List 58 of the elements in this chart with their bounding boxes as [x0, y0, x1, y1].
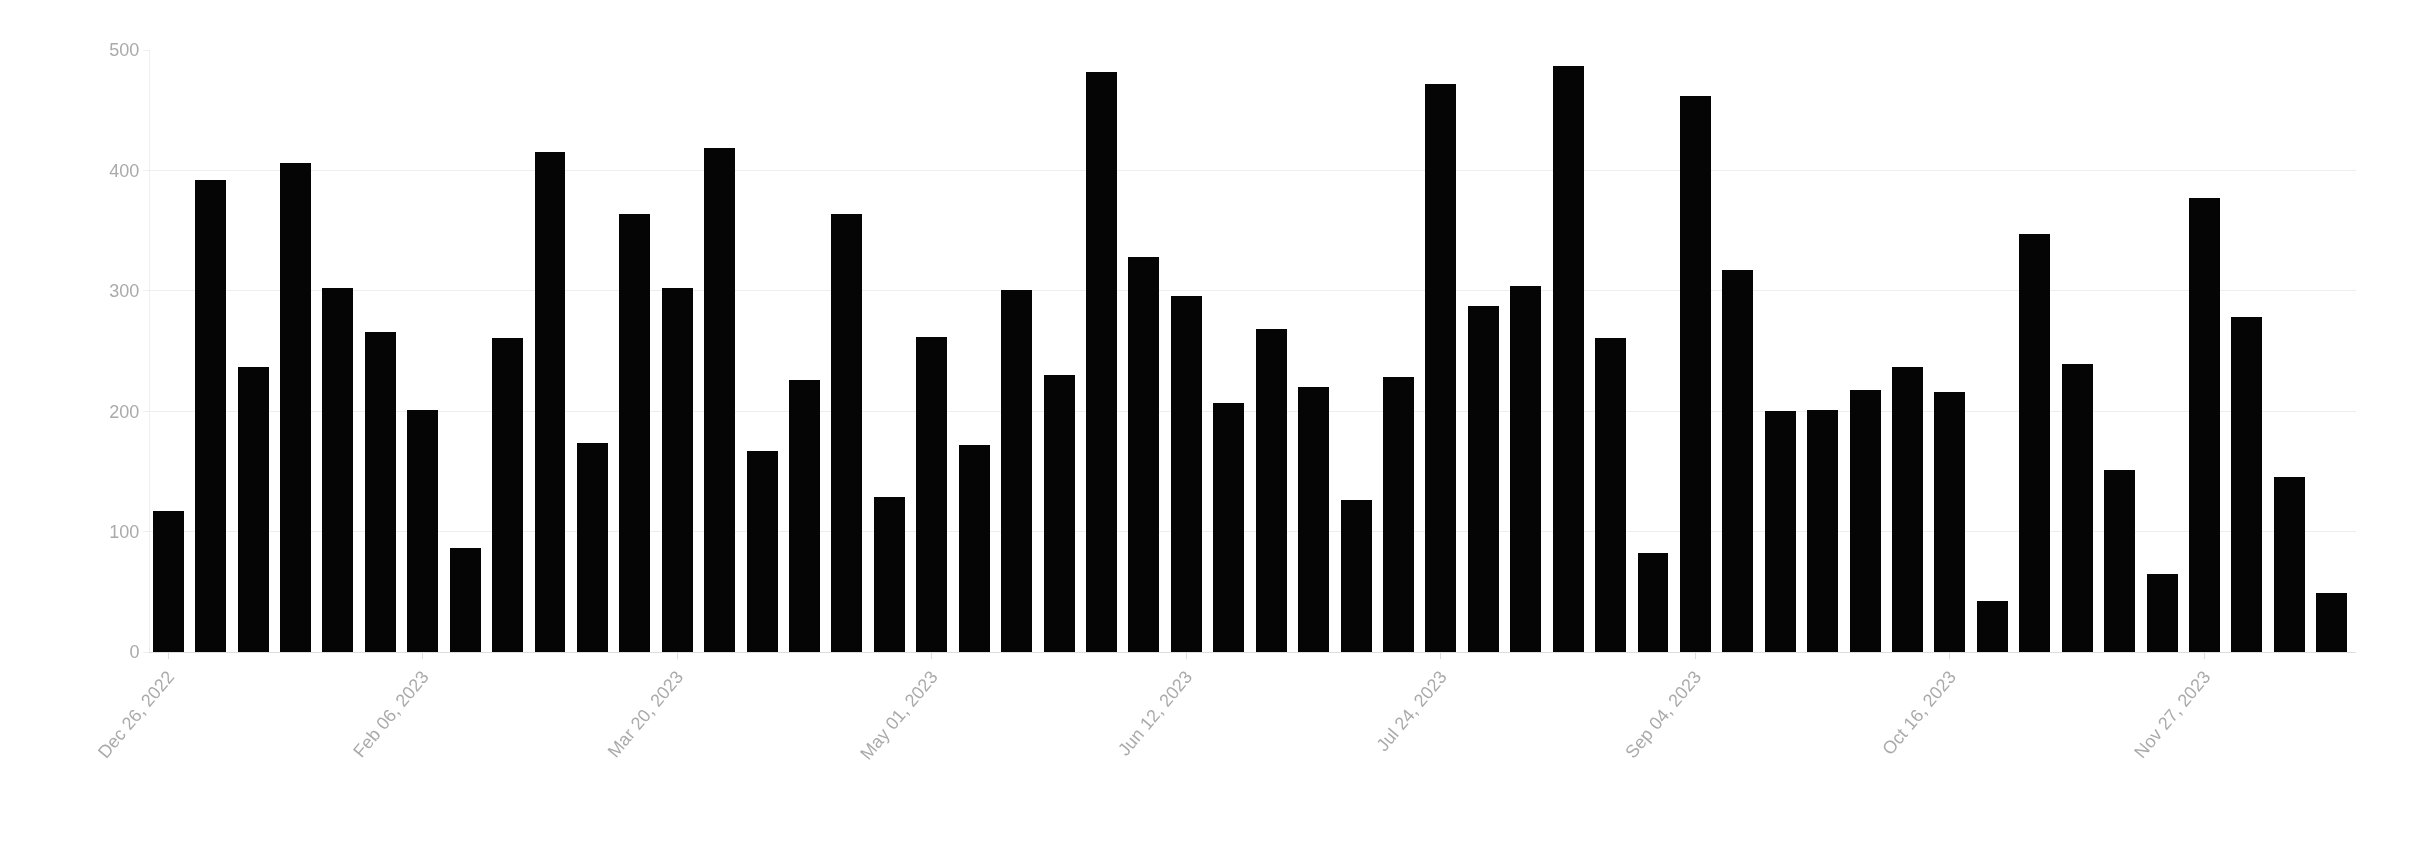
- bar: [2062, 364, 2093, 652]
- bar: [662, 288, 693, 652]
- bar: [238, 367, 269, 652]
- y-tick-label: 0: [129, 642, 140, 663]
- bar: [1425, 84, 1456, 652]
- bar: [1510, 286, 1541, 652]
- y-tick-label: 500: [109, 40, 140, 61]
- bar: [1171, 296, 1202, 652]
- bar: [2274, 477, 2305, 652]
- bar: [789, 380, 820, 652]
- bar: [874, 497, 905, 652]
- bar: [535, 152, 565, 652]
- bar: [1128, 257, 1159, 652]
- y-tick-label: 400: [109, 160, 140, 181]
- bar: [492, 338, 523, 652]
- bar: [1213, 403, 1244, 652]
- bar: [1765, 411, 1796, 652]
- bar: [1722, 270, 1753, 652]
- bar: [407, 410, 438, 652]
- y-tick-label: 300: [109, 281, 140, 302]
- bar: [1001, 290, 1032, 652]
- bar: [1807, 410, 1838, 652]
- bar: [1850, 390, 1881, 652]
- bar: [1977, 601, 2008, 652]
- bar: [1298, 387, 1329, 652]
- bar: [747, 451, 778, 652]
- bar: [1638, 553, 1668, 652]
- y-tick-label: 100: [109, 521, 140, 542]
- bar: [1934, 392, 1965, 652]
- bar: [619, 214, 650, 652]
- bar: [1086, 72, 1117, 652]
- bar: [1383, 377, 1414, 652]
- bar: [1595, 338, 1626, 652]
- bar: [1892, 367, 1923, 652]
- bar: [2316, 593, 2347, 652]
- bar: [195, 180, 226, 652]
- bar: [2104, 470, 2135, 652]
- bar: [153, 511, 184, 652]
- bar: [2189, 198, 2220, 652]
- bar: [2231, 317, 2262, 652]
- bar: [959, 445, 990, 652]
- bar: [2019, 234, 2050, 652]
- bar: [1256, 329, 1287, 652]
- bar: [450, 548, 481, 652]
- bar: [1680, 96, 1711, 652]
- bar: [280, 163, 311, 652]
- bar: [1044, 375, 1075, 652]
- bar: [1468, 306, 1499, 652]
- bar: [1553, 66, 1584, 652]
- bar: [1341, 500, 1372, 652]
- bar: [577, 443, 608, 652]
- bar: [831, 214, 862, 652]
- bar: [322, 288, 353, 652]
- bar: [365, 332, 396, 652]
- bar: [2147, 574, 2178, 652]
- bar: [916, 337, 947, 652]
- bar: [704, 148, 735, 652]
- y-tick-label: 200: [109, 401, 140, 422]
